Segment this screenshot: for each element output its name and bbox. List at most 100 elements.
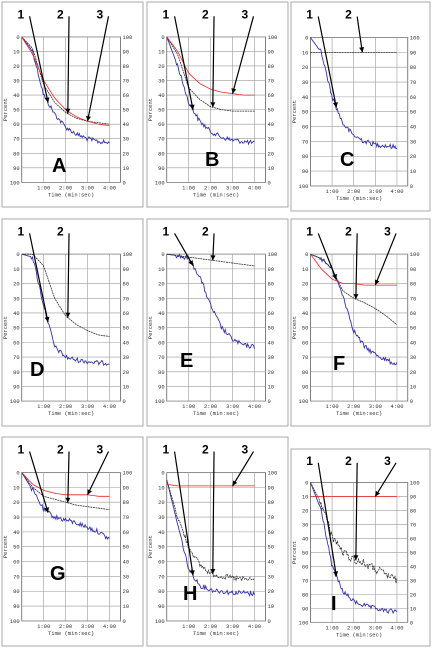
callout-arrow bbox=[231, 16, 255, 94]
x-axis-title: Time (min:sec) bbox=[336, 410, 382, 417]
y-right-tick-label: 30 bbox=[122, 354, 129, 361]
y-right-tick-label: 80 bbox=[410, 64, 417, 71]
callout-arrow bbox=[28, 16, 49, 103]
callout-arrow bbox=[317, 462, 337, 577]
callout-arrow bbox=[86, 16, 110, 122]
y-left-tick-label: 0 bbox=[16, 470, 19, 477]
y-left-tick-label: 70 bbox=[13, 136, 20, 143]
y-left-tick-label: 100 bbox=[155, 618, 165, 625]
series-1-line bbox=[310, 253, 398, 366]
y-right-tick-label: 50 bbox=[267, 107, 274, 114]
y-right-tick-label: 70 bbox=[267, 514, 274, 521]
y-right-tick-label: 50 bbox=[122, 107, 129, 114]
y-right-tick-label: 30 bbox=[267, 354, 274, 361]
y-left-tick-label: 70 bbox=[158, 354, 165, 361]
series-1-line bbox=[166, 479, 255, 597]
y-right-tick-label: 30 bbox=[410, 138, 417, 145]
y-left-tick-label: 80 bbox=[302, 591, 309, 598]
y-left-tick-label: 10 bbox=[302, 493, 309, 500]
y-right-tick-label: 80 bbox=[122, 499, 129, 506]
x-tick-label: 1:00 bbox=[325, 403, 338, 410]
panel-letter: E bbox=[180, 350, 193, 372]
series-label: 2 bbox=[345, 454, 352, 468]
y-left-tick-label: 0 bbox=[161, 470, 164, 477]
y-left-tick-label: 50 bbox=[158, 544, 165, 551]
y-left-tick-label: 60 bbox=[13, 121, 20, 128]
y-left-tick-label: 10 bbox=[158, 266, 165, 273]
arrow-head bbox=[353, 294, 359, 300]
y-right-tick-label: 20 bbox=[410, 153, 417, 160]
x-tick-label: 4:00 bbox=[103, 184, 116, 191]
y-left-tick-label: 40 bbox=[302, 535, 309, 542]
y-right-tick-label: 70 bbox=[122, 295, 129, 302]
x-tick-label: 1:00 bbox=[37, 184, 50, 191]
arrow-head bbox=[65, 108, 71, 114]
y-left-tick-label: 90 bbox=[13, 383, 20, 390]
y-left-tick-label: 80 bbox=[302, 153, 309, 160]
series-1-line bbox=[166, 36, 255, 146]
x-axis-title: Time (min:sec) bbox=[336, 195, 382, 202]
y-left-tick-label: 50 bbox=[302, 325, 309, 332]
y-right-tick-label: 20 bbox=[122, 588, 129, 595]
x-axis-title: Time (min:sec) bbox=[193, 410, 239, 417]
y-left-tick-label: 80 bbox=[13, 369, 20, 376]
y-left-tick-label: 10 bbox=[302, 266, 309, 273]
y-right-tick-label: 70 bbox=[410, 521, 417, 528]
y-left-tick-label: 60 bbox=[158, 121, 165, 128]
callout-arrow bbox=[374, 233, 397, 286]
callout-arrow bbox=[67, 233, 70, 318]
y-left-tick-label: 70 bbox=[13, 573, 20, 580]
x-tick-label: 1:00 bbox=[325, 624, 338, 631]
y-right-tick-label: 50 bbox=[122, 544, 129, 551]
y-right-tick-label: 70 bbox=[267, 295, 274, 302]
y-left-tick-label: 80 bbox=[158, 369, 165, 376]
y-left-tick-label: 20 bbox=[158, 499, 165, 506]
callout-arrow bbox=[28, 233, 49, 323]
y-right-tick-label: 20 bbox=[410, 591, 417, 598]
x-tick-label: 4:00 bbox=[390, 624, 403, 631]
y-right-tick-label: 40 bbox=[267, 339, 274, 346]
arrow-head bbox=[353, 555, 359, 561]
y-left-tick-label: 50 bbox=[13, 544, 20, 551]
y-right-tick-label: 100 bbox=[267, 251, 277, 258]
series-label: 3 bbox=[242, 443, 249, 457]
y-right-tick-label: 60 bbox=[122, 310, 129, 317]
y-right-tick-label: 80 bbox=[267, 281, 274, 288]
arrow-head bbox=[189, 104, 195, 110]
series-label: 2 bbox=[202, 443, 209, 457]
y-axis-title: Percent bbox=[2, 535, 9, 558]
y-right-tick-label: 60 bbox=[410, 535, 417, 542]
panel-letter: F bbox=[333, 353, 345, 375]
y-right-tick-label: 40 bbox=[410, 124, 417, 131]
y-right-tick-label: 0 bbox=[410, 183, 413, 190]
x-tick-label: 2:00 bbox=[59, 403, 72, 410]
y-right-tick-label: 80 bbox=[410, 507, 417, 514]
y-left-tick-label: 20 bbox=[302, 281, 309, 288]
arrow-head bbox=[210, 255, 216, 261]
y-right-tick-label: 100 bbox=[410, 251, 420, 258]
series-label: 2 bbox=[202, 224, 209, 238]
y-right-tick-label: 90 bbox=[122, 484, 129, 491]
x-tick-label: 3:00 bbox=[369, 403, 382, 410]
series-label: 3 bbox=[384, 454, 391, 468]
y-right-tick-label: 60 bbox=[267, 310, 274, 317]
series-2-line bbox=[166, 479, 255, 582]
y-right-tick-label: 70 bbox=[267, 78, 274, 85]
y-left-tick-label: 100 bbox=[299, 619, 309, 626]
y-left-tick-label: 30 bbox=[13, 78, 20, 85]
y-left-tick-label: 80 bbox=[302, 369, 309, 376]
y-left-tick-label: 60 bbox=[13, 339, 20, 346]
x-axis-title: Time (min:sec) bbox=[48, 191, 94, 198]
series-1-line bbox=[310, 37, 398, 150]
y-right-tick-label: 90 bbox=[410, 266, 417, 273]
y-left-tick-label: 20 bbox=[158, 63, 165, 70]
series-label: 1 bbox=[18, 224, 25, 238]
callout-arrow bbox=[173, 451, 194, 576]
x-tick-label: 1:00 bbox=[37, 403, 50, 410]
x-tick-label: 3:00 bbox=[81, 403, 94, 410]
y-right-tick-label: 90 bbox=[267, 266, 274, 273]
y-right-tick-label: 10 bbox=[267, 603, 274, 610]
